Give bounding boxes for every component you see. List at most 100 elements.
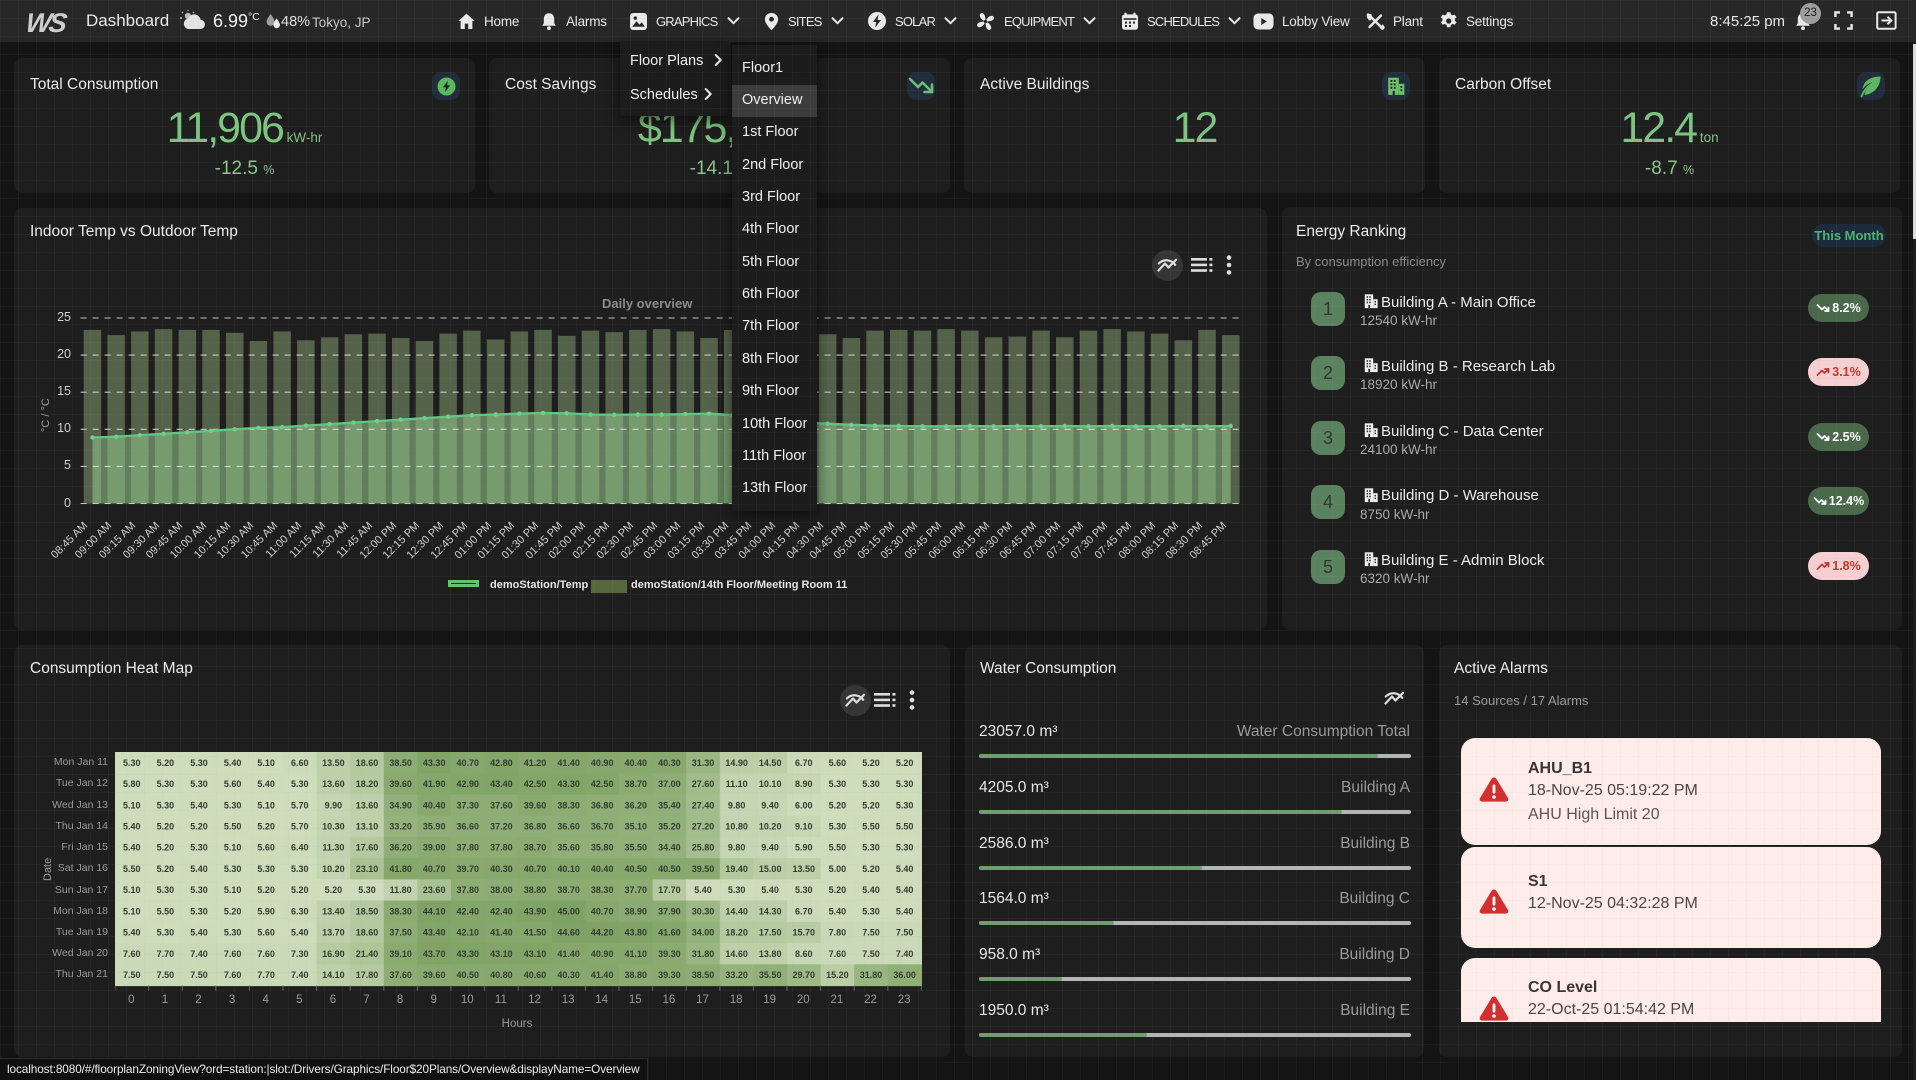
svg-text:42.50: 42.50 <box>523 779 546 789</box>
svg-text:5.60: 5.60 <box>257 842 275 852</box>
svg-text:30.30: 30.30 <box>691 906 714 916</box>
svg-text:27.20: 27.20 <box>691 821 714 831</box>
svg-text:17.50: 17.50 <box>758 927 781 937</box>
svg-text:17.60: 17.60 <box>355 842 378 852</box>
svg-text:10.20: 10.20 <box>758 821 781 831</box>
svg-text:38.90: 38.90 <box>624 906 647 916</box>
svg-text:40.80: 40.80 <box>490 970 513 980</box>
svg-text:6.00: 6.00 <box>795 800 813 810</box>
svg-text:38.80: 38.80 <box>624 970 647 980</box>
svg-text:6.40: 6.40 <box>291 842 309 852</box>
svg-text:6.70: 6.70 <box>795 906 813 916</box>
svg-text:5.30: 5.30 <box>862 906 880 916</box>
svg-text:7.40: 7.40 <box>895 948 913 958</box>
svg-text:5.30: 5.30 <box>727 885 745 895</box>
svg-text:5.30: 5.30 <box>190 757 208 767</box>
svg-text:45.00: 45.00 <box>557 906 580 916</box>
svg-text:5.20: 5.20 <box>862 864 880 874</box>
svg-text:19.40: 19.40 <box>725 864 748 874</box>
svg-text:43.80: 43.80 <box>624 927 647 937</box>
svg-text:9.10: 9.10 <box>795 821 813 831</box>
svg-text:38.50: 38.50 <box>389 757 412 767</box>
svg-text:5.80: 5.80 <box>123 779 141 789</box>
svg-text:5.90: 5.90 <box>257 906 275 916</box>
svg-text:38.50: 38.50 <box>691 970 714 980</box>
svg-text:38.70: 38.70 <box>624 779 647 789</box>
svg-text:7.30: 7.30 <box>291 948 309 958</box>
svg-text:37.80: 37.80 <box>456 885 479 895</box>
svg-text:7.50: 7.50 <box>895 927 913 937</box>
svg-text:5.30: 5.30 <box>291 779 309 789</box>
svg-text:35.90: 35.90 <box>422 821 445 831</box>
svg-text:40.50: 40.50 <box>658 864 681 874</box>
svg-text:7.60: 7.60 <box>223 970 241 980</box>
svg-text:5.40: 5.40 <box>895 864 913 874</box>
svg-text:27.60: 27.60 <box>691 779 714 789</box>
svg-text:5.30: 5.30 <box>223 927 241 937</box>
svg-text:31.80: 31.80 <box>859 970 882 980</box>
svg-text:5.00: 5.00 <box>828 864 846 874</box>
svg-text:36.80: 36.80 <box>590 800 613 810</box>
svg-text:5.50: 5.50 <box>123 864 141 874</box>
svg-text:40.30: 40.30 <box>658 757 681 767</box>
svg-text:10.30: 10.30 <box>322 821 345 831</box>
svg-text:14.60: 14.60 <box>725 948 748 958</box>
svg-text:35.50: 35.50 <box>758 970 781 980</box>
svg-text:29.70: 29.70 <box>792 970 815 980</box>
svg-text:40.40: 40.40 <box>590 864 613 874</box>
svg-text:5.30: 5.30 <box>123 757 141 767</box>
svg-text:5.30: 5.30 <box>223 800 241 810</box>
svg-text:37.30: 37.30 <box>456 800 479 810</box>
svg-text:5.40: 5.40 <box>895 885 913 895</box>
svg-text:5.40: 5.40 <box>223 757 241 767</box>
svg-text:5.40: 5.40 <box>291 927 309 937</box>
svg-text:14.10: 14.10 <box>322 970 345 980</box>
svg-text:39.30: 39.30 <box>658 970 681 980</box>
svg-text:5.10: 5.10 <box>123 800 141 810</box>
svg-text:5.40: 5.40 <box>257 779 275 789</box>
svg-text:5.30: 5.30 <box>291 864 309 874</box>
svg-text:11.30: 11.30 <box>322 842 344 852</box>
svg-text:40.90: 40.90 <box>590 948 613 958</box>
svg-text:7.70: 7.70 <box>257 970 275 980</box>
svg-text:5.10: 5.10 <box>223 842 241 852</box>
svg-text:18.20: 18.20 <box>355 779 378 789</box>
svg-text:15.70: 15.70 <box>792 927 815 937</box>
svg-text:5.30: 5.30 <box>895 800 913 810</box>
svg-text:43.30: 43.30 <box>456 948 479 958</box>
svg-text:35.80: 35.80 <box>590 842 613 852</box>
svg-text:25.80: 25.80 <box>691 842 714 852</box>
svg-text:41.20: 41.20 <box>523 757 546 767</box>
svg-text:15.00: 15.00 <box>758 864 781 874</box>
svg-text:43.30: 43.30 <box>557 779 580 789</box>
svg-text:43.10: 43.10 <box>490 948 513 958</box>
svg-text:7.80: 7.80 <box>828 927 846 937</box>
svg-text:38.00: 38.00 <box>490 885 513 895</box>
svg-text:9.40: 9.40 <box>761 842 779 852</box>
svg-text:7.40: 7.40 <box>190 948 208 958</box>
svg-text:7.60: 7.60 <box>257 948 275 958</box>
svg-text:5.40: 5.40 <box>761 885 779 895</box>
svg-text:42.40: 42.40 <box>456 906 479 916</box>
svg-text:37.80: 37.80 <box>456 842 479 852</box>
svg-text:38.80: 38.80 <box>523 885 546 895</box>
svg-text:13.60: 13.60 <box>322 779 345 789</box>
svg-text:5.40: 5.40 <box>123 927 141 937</box>
svg-text:41.40: 41.40 <box>557 757 580 767</box>
svg-text:11.80: 11.80 <box>389 885 411 895</box>
svg-text:5.60: 5.60 <box>257 927 275 937</box>
svg-text:5.20: 5.20 <box>190 821 208 831</box>
svg-text:13.10: 13.10 <box>355 821 378 831</box>
svg-text:7.60: 7.60 <box>123 948 141 958</box>
svg-text:5.70: 5.70 <box>291 821 309 831</box>
svg-text:31.80: 31.80 <box>691 948 714 958</box>
svg-text:44.20: 44.20 <box>590 927 613 937</box>
svg-text:5.30: 5.30 <box>895 779 913 789</box>
svg-text:5.10: 5.10 <box>123 906 141 916</box>
svg-text:5.30: 5.30 <box>257 864 275 874</box>
svg-text:7.70: 7.70 <box>156 948 174 958</box>
svg-text:42.80: 42.80 <box>490 757 513 767</box>
svg-text:38.70: 38.70 <box>523 842 546 852</box>
svg-text:41.40: 41.40 <box>590 970 613 980</box>
svg-text:5.30: 5.30 <box>156 885 174 895</box>
